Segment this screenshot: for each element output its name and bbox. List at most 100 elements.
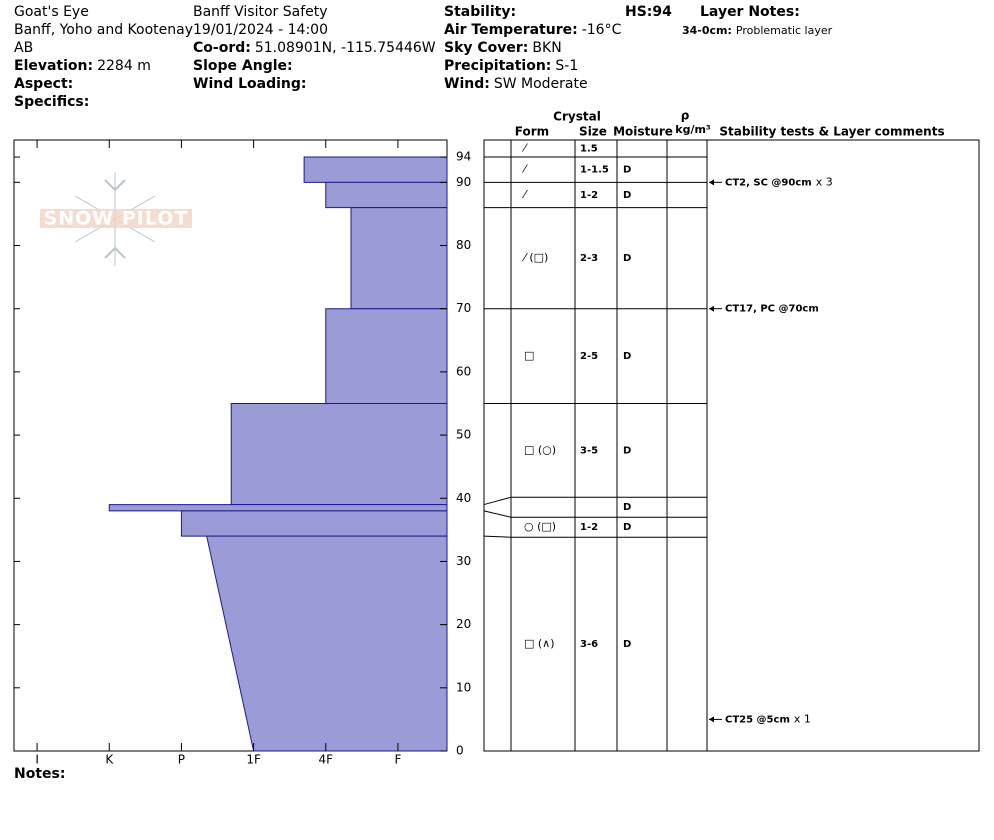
hardness-bar [230,402,448,506]
field-value: 2284 m [97,58,151,74]
test-text: CT17, PC @70cm [725,304,819,315]
moisture: D [623,351,631,362]
field: 34-0cm: Problematic layer [682,24,833,37]
field: Sky Cover: BKN [444,40,562,56]
moisture: D [623,253,631,264]
moisture: D [623,639,631,650]
y-tick-label: 70 [456,301,471,315]
field-label: Aspect: [14,76,73,92]
hardness-bar [180,510,448,537]
test-arrowhead [709,305,714,312]
x-tick-label: P [178,753,185,767]
field: 19/01/2024 - 14:00 [193,22,328,38]
test-count: x 3 [816,175,833,188]
hardness-bar [108,504,448,512]
y-tick-label: 50 [456,428,471,442]
x-tick-label: 1F [246,753,261,767]
crystal-form: ⁄ (□) [521,251,548,264]
layer-notes-title: Layer Notes: [700,4,800,20]
field: Wind Loading: [193,76,307,92]
field: Co-ord: 51.08901N, -115.75446W [193,40,436,56]
crystal-size: 1-1.5 [580,165,609,176]
moisture: D [623,502,631,513]
crystal-form: □ (∧) [524,637,555,650]
crystal-size: 2-5 [580,351,598,362]
field: AB [14,40,33,56]
field-label: Specifics: [14,94,89,110]
field-text: Banff Visitor Safety [193,4,328,20]
field-text: Banff, Yoho and Kootenay [14,22,193,38]
field-value: 51.08901N, -115.75446W [255,40,436,56]
crystal-form: □ (○) [524,443,556,456]
field-label: Precipitation: [444,58,551,74]
layer-connector [483,496,512,506]
col-header: Form [515,125,549,139]
field-text: Goat's Eye [14,4,89,20]
moisture: D [623,522,631,533]
moisture: D [623,190,631,201]
hardness-bar [350,207,448,310]
col-header: ρ [681,109,690,123]
crystal-form: ⁄ [521,188,528,201]
field: Specifics: [14,94,89,110]
field-label: Elevation: [14,58,93,74]
crystal-form: ○ (□) [524,520,556,533]
test-text: CT25 @5cm x 1 [725,712,811,725]
crystal-form: □ [524,349,534,362]
crystal-form: ⁄ [521,163,528,176]
crystal-size: 1-2 [580,522,598,533]
watermark-band [40,209,192,228]
crystal-size: 1-2 [580,190,598,201]
crystal-size: 3-5 [580,445,598,456]
field: Precipitation: S-1 [444,58,578,74]
moisture: D [623,165,631,176]
watermark: SNOW PILOT [44,208,189,230]
hardness-bar [325,181,448,209]
field-value: -16°C [582,22,622,38]
x-tick-label: K [105,753,114,767]
layer-connector [483,535,512,538]
crystal-form: ⁄ [521,142,528,155]
hardness-bar [325,308,448,404]
x-tick-label: I [35,753,39,767]
field-label: Co-ord: [193,40,251,56]
field-value: SW Moderate [494,76,588,92]
y-tick-label: 60 [456,364,471,378]
field: Slope Angle: [193,58,293,74]
test-arrowhead [709,179,714,186]
y-tick-label: 20 [456,617,471,631]
test-arrowhead [709,716,714,723]
field-label: Slope Angle: [193,58,293,74]
col-header: Size [579,125,607,139]
col-header: Moisture [613,125,673,139]
y-tick-label: 40 [456,491,471,505]
x-tick-label: 4F [318,753,333,767]
y-tick-label: 0 [456,744,464,758]
y-tick-label: 80 [456,238,471,252]
field: Banff, Yoho and Kootenay [14,22,193,38]
field-text: 19/01/2024 - 14:00 [193,22,328,38]
test-text: CT2, SC @90cm x 3 [725,175,833,188]
moisture: D [623,445,631,456]
field-label: Wind: [444,76,490,92]
test-label: CT25 @5cm [725,714,790,725]
crystal-size: 2-3 [580,253,598,264]
field-label: 34-0cm: [682,24,732,37]
test-label: CT17, PC @70cm [725,304,819,315]
field-label: Air Temperature: [444,22,578,38]
field: Aspect: [14,76,73,92]
x-tick-label: F [394,753,401,767]
field: Air Temperature: -16°C [444,22,622,38]
field-value: BKN [532,40,561,56]
table-columns [510,140,708,751]
col-header: Crystal [553,110,601,124]
test-label: CT2, SC @90cm [725,177,812,188]
col-header: kg/m³ [675,123,711,136]
field-label: Sky Cover: [444,40,528,56]
field-text: AB [14,40,33,56]
notes-label: Notes: [14,766,65,782]
hardness-bar [303,156,448,183]
y-tick-label: 10 [456,680,471,694]
